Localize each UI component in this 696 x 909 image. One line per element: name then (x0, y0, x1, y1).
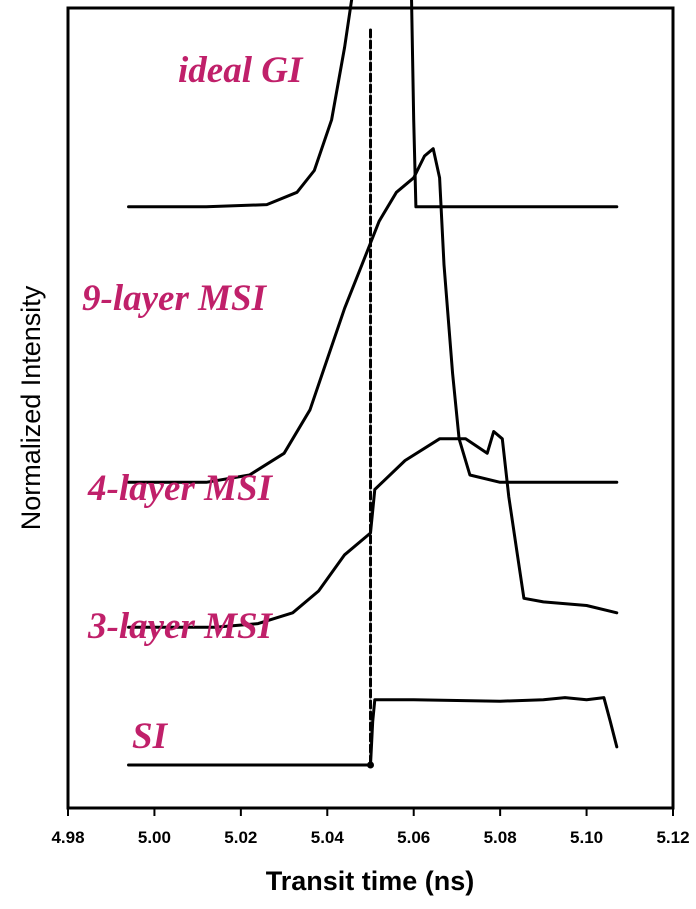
series-line-9-layer-msi (127, 0, 619, 209)
series-line-3-layer-msi (127, 430, 619, 629)
x-tick-label: 5.08 (484, 828, 517, 847)
x-tick-label: 5.04 (311, 828, 345, 847)
x-axis-title: Transit time (ns) (266, 866, 475, 896)
series-label-ideal-gi: ideal GI (178, 50, 304, 91)
plot-area-frame (66, 6, 675, 810)
x-tick-label: 5.12 (656, 828, 689, 847)
series-label-4-layer-msi: 4-layer MSI (87, 468, 274, 509)
y-axis-title: Normalized Intensity (16, 285, 46, 530)
series-label-si: SI (132, 716, 169, 757)
x-tick-label: 5.06 (397, 828, 430, 847)
x-tick-label: 4.98 (51, 828, 84, 847)
series-curves (127, 0, 619, 769)
x-axis-ticks: 4.98 5.00 5.02 5.04 5.06 5.08 5.10 5.12 (51, 808, 690, 847)
series-labels: ideal GI 9-layer MSI 4-layer MSI 3-layer MS… (82, 50, 304, 757)
series-line-4-layer-msi (127, 147, 619, 484)
x-tick-label: 5.00 (138, 828, 171, 847)
series-label-3-layer-msi: 3-layer MSI (87, 606, 274, 647)
x-tick-label: 5.02 (224, 828, 257, 847)
series-line-si (127, 696, 619, 767)
x-tick-label: 5.10 (570, 828, 603, 847)
series-label-9-layer-msi: 9-layer MSI (82, 278, 268, 319)
